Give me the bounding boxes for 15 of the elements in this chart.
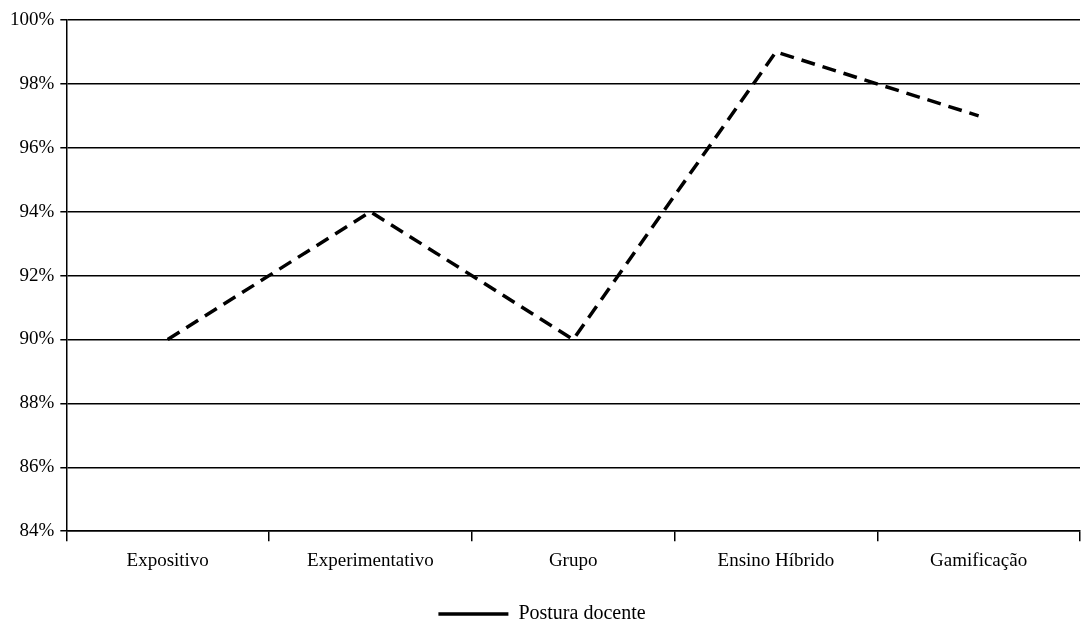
y-tick-label: 86% [19,455,55,477]
legend-label: Postura docente [518,601,646,624]
y-tick-label: 84% [19,519,55,541]
y-tick-label: 98% [19,71,55,93]
y-tick-label: 92% [19,263,55,285]
x-tick-label: Gamificação [930,548,1028,570]
x-tick-label: Grupo [548,548,598,570]
y-tick-label: 94% [19,199,55,221]
x-tick-label: Ensino Híbrido [717,548,835,570]
y-tick-label: 96% [19,135,55,157]
y-tick-label: 88% [19,391,55,413]
x-tick-label: Experimentativo [307,548,434,570]
y-tick-label: 100% [10,7,55,29]
x-tick-label: Expositivo [126,548,209,570]
y-tick-label: 90% [19,327,55,349]
